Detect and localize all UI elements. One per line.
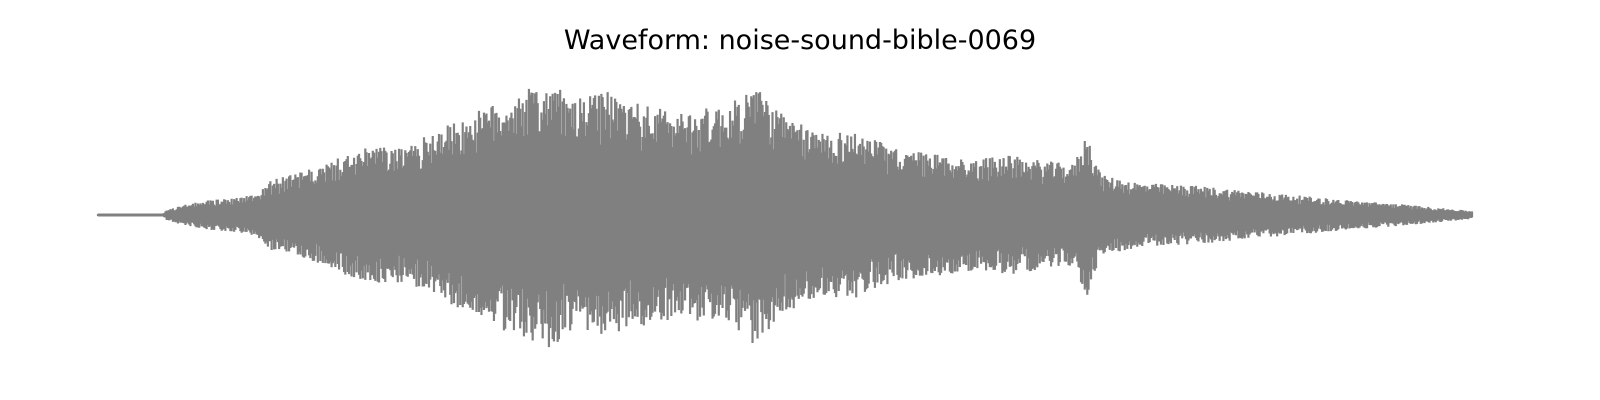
- waveform-trace: [96, 88, 1474, 348]
- chart-title: Waveform: noise-sound-bible-0069: [563, 25, 1037, 56]
- waveform-series: [96, 88, 1474, 348]
